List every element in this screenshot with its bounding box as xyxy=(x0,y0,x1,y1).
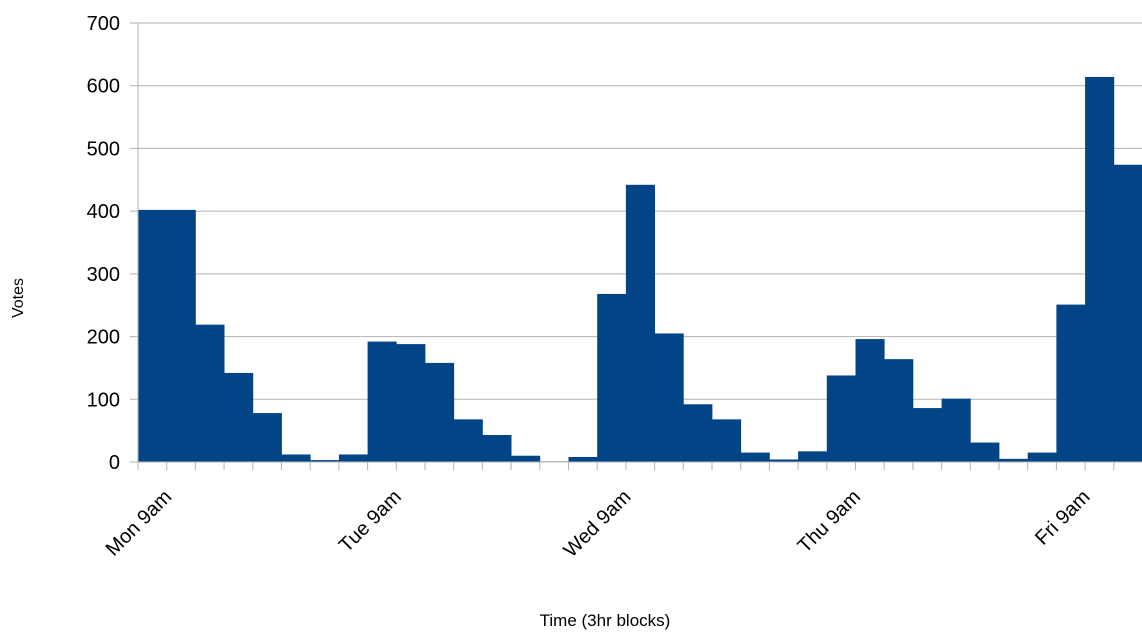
y-tick-label: 300 xyxy=(87,264,120,286)
bar xyxy=(138,209,168,462)
bar xyxy=(1085,76,1115,462)
y-tick-label: 400 xyxy=(87,201,120,223)
bar xyxy=(1113,164,1142,462)
y-axis-label: Votes xyxy=(10,278,27,318)
y-tick-labels: 0 100 200 300 400 500 600 700 xyxy=(87,13,120,474)
bars xyxy=(138,76,1142,462)
bar xyxy=(597,293,627,462)
bar xyxy=(310,460,340,462)
bar xyxy=(338,454,368,462)
bar xyxy=(1027,452,1057,462)
axes xyxy=(130,22,1142,470)
y-tick-label: 0 xyxy=(109,452,120,474)
bar xyxy=(425,362,455,462)
x-tick-label: Wed 9am xyxy=(560,486,636,562)
bar xyxy=(683,404,713,462)
x-tick-label: Fri 9am xyxy=(1031,486,1094,549)
bar xyxy=(970,442,1000,462)
bar xyxy=(1056,304,1086,462)
bar xyxy=(999,458,1029,462)
y-tick-label: 700 xyxy=(87,13,120,35)
bar xyxy=(511,455,541,462)
y-tick-label: 100 xyxy=(87,389,120,411)
x-tick-label: Tue 9am xyxy=(335,486,406,557)
bar xyxy=(769,459,799,462)
bar xyxy=(941,398,971,462)
bar xyxy=(798,451,828,462)
y-tick-label: 500 xyxy=(87,138,120,160)
bar xyxy=(625,184,655,462)
bar xyxy=(912,408,942,462)
bar xyxy=(224,372,254,462)
bar xyxy=(855,339,885,462)
x-tick-labels: Mon 9am Tue 9am Wed 9am Thu 9am Fri 9am xyxy=(102,486,1095,562)
bar xyxy=(453,419,483,462)
bar xyxy=(252,413,282,462)
bar xyxy=(367,341,397,462)
bar xyxy=(195,324,225,462)
bar xyxy=(654,333,684,462)
bar xyxy=(884,359,914,462)
bar xyxy=(740,452,770,462)
x-tick-label: Mon 9am xyxy=(102,486,177,561)
y-tick-label: 200 xyxy=(87,327,120,349)
bar xyxy=(826,375,856,462)
y-tick-label: 600 xyxy=(87,76,120,98)
x-axis-label: Time (3hr blocks) xyxy=(540,611,671,630)
x-tick-label: Thu 9am xyxy=(794,486,865,557)
bar xyxy=(396,344,426,462)
bar xyxy=(712,419,742,462)
bar xyxy=(568,456,598,462)
bar xyxy=(166,209,196,462)
bar xyxy=(482,435,512,462)
bar xyxy=(281,454,311,462)
